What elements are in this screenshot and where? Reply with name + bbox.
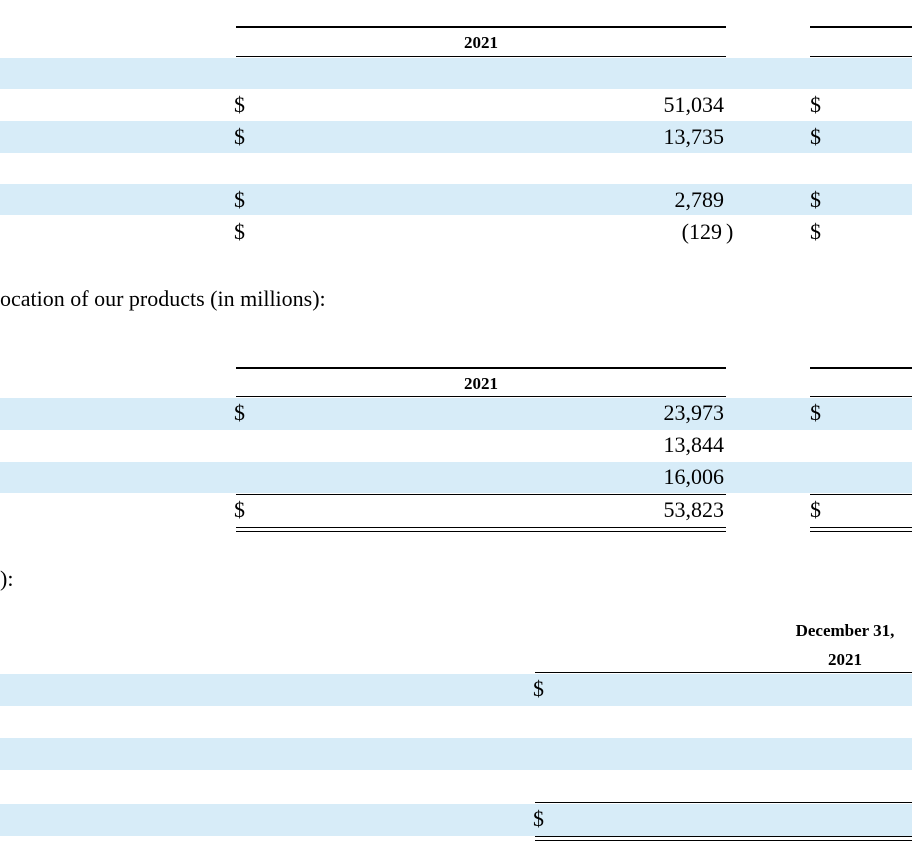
- table2-total-rule: [236, 494, 726, 495]
- table1-top-rule-col2: [810, 26, 912, 28]
- table1-header-rule: [236, 56, 726, 57]
- table1-band-row2: [0, 121, 912, 153]
- dollar-sign-col2: $: [810, 497, 821, 522]
- dollar-sign-col2: $: [810, 92, 821, 117]
- table2-value: 23,973: [663, 400, 725, 425]
- dollar-sign-col2: $: [810, 124, 821, 149]
- table2-caption: ocation of our products (in millions):: [0, 286, 326, 311]
- dollar-sign-col2: $: [810, 219, 821, 244]
- table2-header-rule: [236, 396, 726, 397]
- table1-value: (129: [681, 219, 722, 244]
- table2-total-value: 53,823: [663, 497, 725, 522]
- table2-header-rule-col2: [810, 396, 912, 397]
- table2-band-row3: [0, 462, 912, 493]
- table3-band-total: [0, 804, 912, 836]
- dollar-sign: $: [234, 497, 245, 522]
- table2-top-rule-col2: [810, 367, 912, 369]
- table1-band-row3: [0, 184, 912, 215]
- table3-double-rule: [535, 836, 912, 841]
- dollar-sign: $: [234, 400, 245, 425]
- dollar-sign: $: [533, 676, 544, 701]
- dollar-sign: $: [234, 187, 245, 212]
- table1-top-rule: [236, 26, 726, 28]
- table3-header-rule: [535, 672, 912, 673]
- dollar-sign-col2: $: [810, 187, 821, 212]
- table3-header-year: 2021: [828, 650, 862, 669]
- table1-year-header: 2021: [464, 33, 498, 52]
- table2-year-header: 2021: [464, 374, 498, 393]
- table2-double-rule-col2: [810, 527, 912, 532]
- dollar-sign-col2: $: [810, 400, 821, 425]
- table2-band-row1: [0, 398, 912, 430]
- table2-double-rule: [236, 527, 726, 532]
- table2-top-rule: [236, 367, 726, 369]
- table1-value: 2,789: [674, 187, 725, 212]
- dollar-sign: $: [234, 92, 245, 117]
- table2-value: 16,006: [663, 464, 725, 489]
- table1-value: 51,034: [663, 92, 725, 117]
- table2-total-rule-col2: [810, 494, 912, 495]
- table1-header-rule-col2: [810, 56, 912, 57]
- table1-band-header: [0, 58, 912, 89]
- table1-value: 13,735: [663, 124, 725, 149]
- table3-caption: ):: [0, 566, 14, 591]
- table3-total-rule: [535, 802, 912, 803]
- closing-paren: ): [726, 219, 734, 244]
- table3-band-row1: [0, 674, 912, 706]
- dollar-sign: $: [234, 124, 245, 149]
- table2-value: 13,844: [663, 432, 725, 457]
- table3-band-row3: [0, 738, 912, 770]
- dollar-sign: $: [533, 806, 544, 831]
- dollar-sign: $: [234, 219, 245, 244]
- table3-header-line1: December 31,: [795, 621, 895, 640]
